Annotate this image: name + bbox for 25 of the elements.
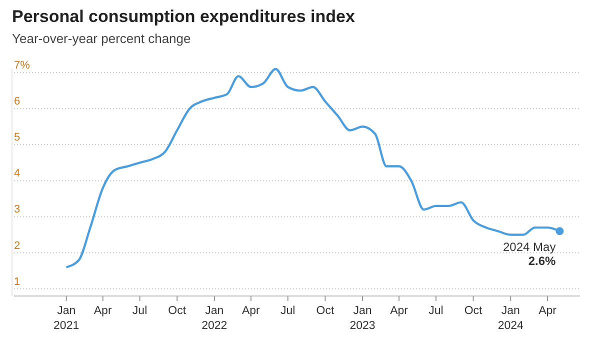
annotation: 2.6%: [528, 254, 556, 268]
x-tick-label: Jul: [132, 305, 148, 317]
y-tick-label: 3: [14, 204, 20, 216]
x-tick-label: Oct: [464, 305, 484, 317]
y-tick-label: 6: [14, 96, 20, 108]
x-tick-label: Jan 2022: [202, 305, 228, 332]
x-tick-label: Oct: [168, 305, 187, 317]
y-tick-label: 5: [14, 132, 20, 144]
x-tick-label: Apr: [94, 305, 112, 317]
chart-title: Personal consumption expenditures index: [12, 7, 356, 26]
y-tick-label: 1: [14, 276, 20, 288]
annotation: 2024 May: [503, 240, 556, 254]
x-tick-label: Apr: [390, 305, 408, 317]
x-tick-label: Jul: [428, 305, 444, 317]
x-tick-label: Jan 2021: [54, 305, 80, 332]
x-tick-label: Oct: [316, 305, 335, 317]
y-tick-label: 7%: [14, 60, 30, 72]
y-tick-label: 4: [14, 168, 20, 180]
x-tick-label: Jan 2023: [350, 305, 376, 332]
chart-subtitle: Year-over-year percent change: [12, 31, 191, 46]
y-tick-label: 2: [14, 240, 20, 252]
x-tick-label: Apr: [538, 305, 557, 317]
x-tick-label: Apr: [242, 305, 260, 317]
x-tick-label: Jul: [280, 305, 296, 317]
x-tick-label: Jan 2024: [498, 305, 524, 332]
